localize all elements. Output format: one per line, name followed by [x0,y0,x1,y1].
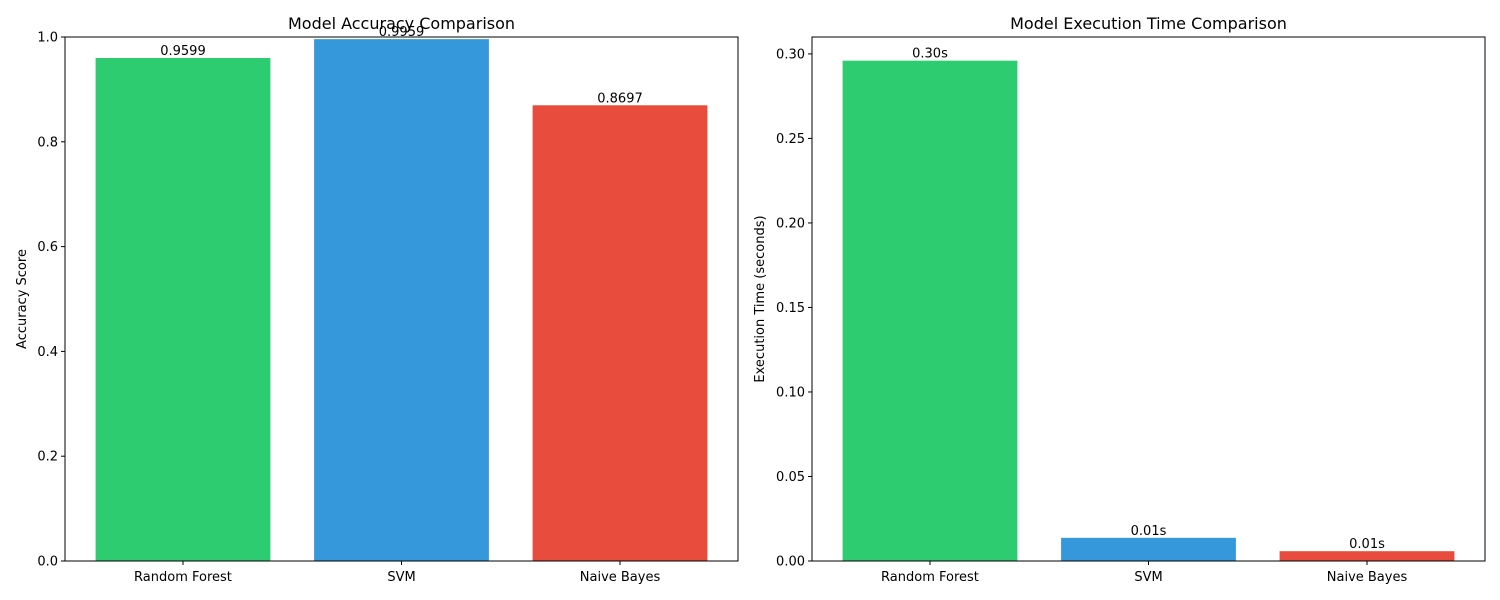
accuracy-bar-random-forest [95,58,271,561]
accuracy-ytick-label: 0.4 [37,345,58,360]
exec-time-y-axis-title: Execution Time (seconds) [753,215,768,382]
accuracy-bar-naive-bayes [532,105,708,561]
execution-time-chart: 0.30s 0.01s 0.01s 0.00 0.05 0.10 0.15 0.20 0.25 0… [753,14,1486,585]
exec-time-value-label-random-forest: 0.30s [912,47,948,62]
accuracy-value-label-svm: 0.9959 [379,25,425,40]
accuracy-chart-title: Model Accuracy Comparison [288,14,515,33]
accuracy-bar-svm [314,39,489,561]
exec-time-ytick-label: 0.00 [776,555,805,570]
exec-time-ytick-label: 0.30 [776,47,805,62]
exec-time-xtick-label-svm: SVM [1134,570,1162,585]
exec-time-bar-svm [1061,537,1236,561]
exec-time-ytick-label: 0.25 [776,132,805,147]
exec-time-xtick-label-random-forest: Random Forest [881,570,979,585]
exec-time-ytick-label: 0.05 [776,470,805,485]
exec-time-chart-title: Model Execution Time Comparison [1010,14,1287,33]
accuracy-xtick-label-naive-bayes: Naive Bayes [580,570,661,585]
accuracy-ytick-label: 0.2 [37,450,58,465]
accuracy-value-label-random-forest: 0.9599 [160,44,206,59]
accuracy-xtick-label-random-forest: Random Forest [134,570,232,585]
accuracy-xtick-label-svm: SVM [387,570,415,585]
accuracy-y-axis-title: Accuracy Score [15,249,30,349]
accuracy-ytick-label: 1.0 [37,31,58,46]
accuracy-value-label-naive-bayes: 0.8697 [597,91,643,106]
accuracy-ytick-label: 0.0 [37,555,58,570]
exec-time-bar-naive-bayes [1279,551,1455,561]
exec-time-ytick-label: 0.10 [776,385,805,400]
exec-time-ytick-label: 0.15 [776,301,805,316]
accuracy-ytick-label: 0.6 [37,240,58,255]
accuracy-ytick-label: 0.8 [37,135,58,150]
exec-time-xtick-label-naive-bayes: Naive Bayes [1327,570,1408,585]
exec-time-bar-random-forest [842,60,1018,561]
exec-time-value-label-naive-bayes: 0.01s [1349,537,1385,552]
exec-time-value-label-svm: 0.01s [1131,524,1167,539]
accuracy-chart: 0.9599 0.9959 0.8697 0.0 0.2 0.4 0.6 0.8 1.0 Rand… [15,14,739,585]
exec-time-ytick-label: 0.20 [776,216,805,231]
